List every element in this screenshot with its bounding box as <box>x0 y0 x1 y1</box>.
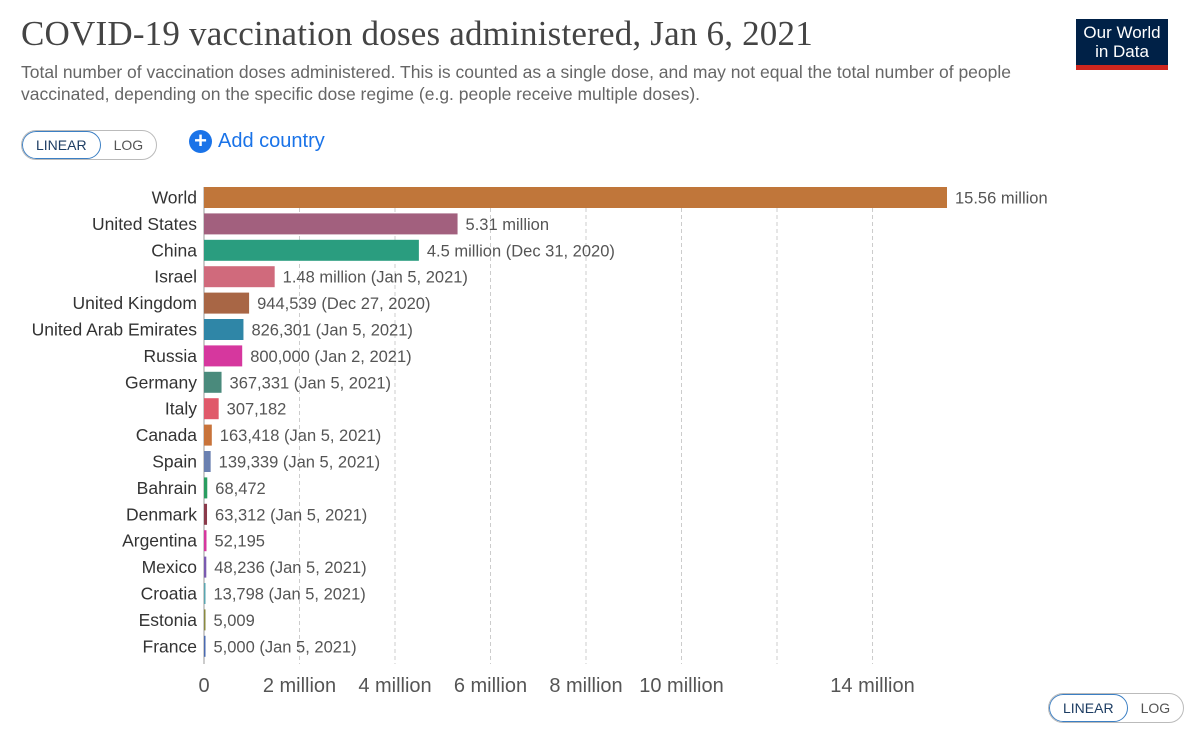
bar-category-label: France <box>143 636 197 656</box>
logo-accent-bar <box>1076 65 1168 70</box>
bar <box>204 635 206 657</box>
bar-category-label: Denmark <box>126 504 197 524</box>
x-tick-label: 14 million <box>830 675 914 697</box>
scale-toggle-top: LINEAR LOG <box>21 130 158 160</box>
x-tick-label: 4 million <box>358 675 431 697</box>
bar <box>204 213 458 235</box>
bar <box>204 292 250 314</box>
bar-value-label: 68,472 <box>215 480 265 498</box>
bar-category-label: Estonia <box>139 610 198 630</box>
bar <box>204 345 243 367</box>
bar-value-label: 13,798 (Jan 5, 2021) <box>214 586 366 604</box>
bar-value-label: 5.31 million <box>466 216 549 234</box>
scale-toggle-bottom: LINEAR LOG <box>1048 693 1185 723</box>
bar-category-label: Croatia <box>141 584 198 604</box>
bar-value-label: 15.56 million <box>955 190 1048 208</box>
bar-category-label: United Arab Emirates <box>32 320 198 340</box>
bar-category-label: United States <box>92 214 197 234</box>
bar <box>204 451 211 472</box>
add-country-button[interactable]: + Add country <box>189 130 325 153</box>
bar-value-label: 307,182 <box>227 401 287 419</box>
bar <box>204 319 244 340</box>
bar-value-label: 1.48 million (Jan 5, 2021) <box>283 269 468 287</box>
bar-category-label: Russia <box>144 346 198 366</box>
linear-scale-button[interactable]: LINEAR <box>22 131 101 159</box>
x-tick-label: 8 million <box>549 675 622 697</box>
bar <box>204 187 947 208</box>
owid-logo[interactable]: Our World in Data <box>1076 19 1168 70</box>
bar-value-label: 826,301 (Jan 5, 2021) <box>251 322 412 340</box>
logo-line-1: Our World <box>1083 23 1161 42</box>
bar-category-label: Mexico <box>142 557 197 577</box>
bar-category-label: Italy <box>165 399 197 419</box>
x-tick-label: 10 million <box>639 675 723 697</box>
bar <box>204 583 206 604</box>
bar-category-label: Germany <box>125 372 197 392</box>
x-tick-label: 6 million <box>454 675 527 697</box>
bar-value-label: 52,195 <box>214 533 264 551</box>
chart-title: COVID-19 vaccination doses administered,… <box>21 14 813 53</box>
bar <box>204 424 212 446</box>
log-scale-button-bottom[interactable]: LOG <box>1140 700 1171 716</box>
bar <box>204 556 207 578</box>
bar-value-label: 63,312 (Jan 5, 2021) <box>215 506 367 524</box>
bar-value-label: 139,339 (Jan 5, 2021) <box>219 454 380 472</box>
bar-value-label: 367,331 (Jan 5, 2021) <box>230 374 391 392</box>
bar-value-label: 5,000 (Jan 5, 2021) <box>214 638 357 656</box>
bar-value-label: 48,236 (Jan 5, 2021) <box>214 559 366 577</box>
bar-value-label: 163,418 (Jan 5, 2021) <box>220 427 381 445</box>
bar <box>204 239 419 261</box>
bar-category-label: China <box>151 240 197 260</box>
bar-category-label: Bahrain <box>137 478 197 498</box>
add-country-label: Add country <box>218 130 325 152</box>
linear-scale-button-bottom[interactable]: LINEAR <box>1049 694 1128 722</box>
bar <box>204 398 219 420</box>
bar <box>204 503 208 525</box>
bar <box>204 477 208 499</box>
logo-line-2: in Data <box>1095 42 1149 61</box>
bar-category-label: Spain <box>152 452 197 472</box>
x-tick-label: 2 million <box>263 675 336 697</box>
bar-value-label: 800,000 (Jan 2, 2021) <box>250 348 411 366</box>
bar-value-label: 5,009 <box>214 612 255 630</box>
plus-circle-icon: + <box>189 130 212 153</box>
bar-category-label: Israel <box>154 267 197 287</box>
chart-subtitle: Total number of vaccination doses admini… <box>21 62 1011 104</box>
bar <box>204 266 275 288</box>
bar-category-label: Argentina <box>122 531 197 551</box>
bar-value-label: 944,539 (Dec 27, 2020) <box>257 295 430 313</box>
bar <box>204 530 207 552</box>
bar <box>204 371 222 393</box>
bar <box>204 609 206 631</box>
bar-category-label: Canada <box>136 425 198 445</box>
bar-value-label: 4.5 million (Dec 31, 2020) <box>427 242 615 260</box>
bar-category-label: United Kingdom <box>72 293 197 313</box>
bar-category-label: World <box>152 188 197 208</box>
log-scale-button[interactable]: LOG <box>113 137 144 153</box>
x-tick-label: 0 <box>198 675 209 697</box>
